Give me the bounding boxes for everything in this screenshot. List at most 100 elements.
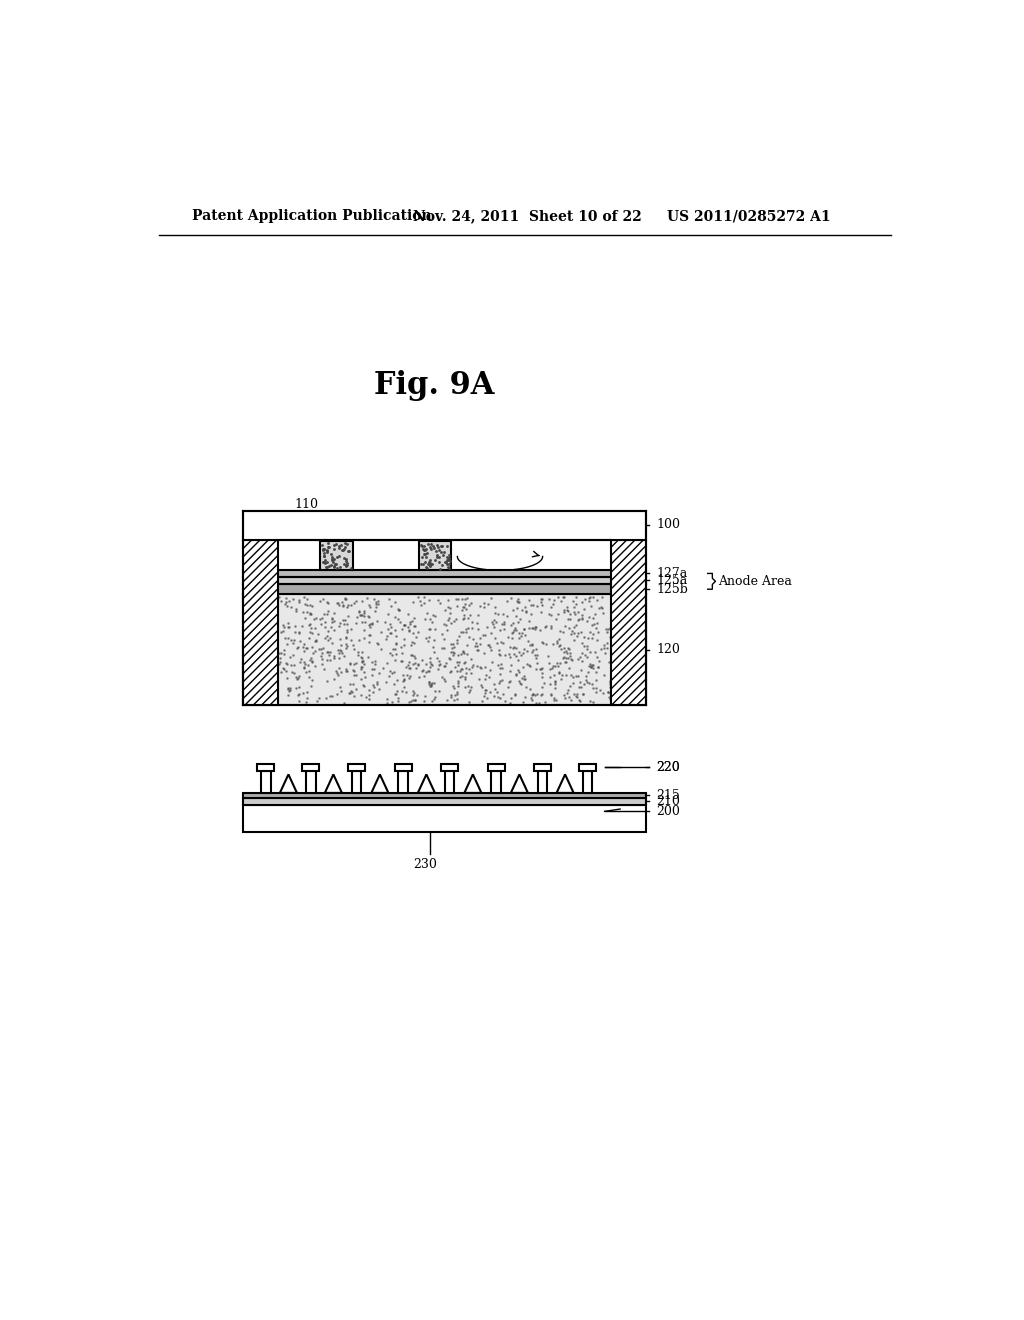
- Point: [446, 656, 463, 677]
- Point: [458, 599, 474, 620]
- Point: [613, 661, 630, 682]
- Point: [572, 690, 589, 711]
- Point: [252, 594, 268, 615]
- Point: [352, 656, 369, 677]
- Point: [630, 677, 646, 698]
- Point: [291, 690, 307, 711]
- Point: [338, 638, 354, 659]
- Point: [387, 591, 403, 612]
- Point: [413, 553, 429, 574]
- Point: [415, 660, 431, 681]
- Point: [519, 642, 536, 663]
- Point: [299, 638, 315, 659]
- Point: [289, 668, 305, 689]
- Point: [379, 653, 395, 675]
- Point: [633, 593, 649, 614]
- Point: [254, 663, 270, 684]
- Point: [288, 598, 304, 619]
- Point: [607, 640, 624, 661]
- Point: [417, 686, 433, 708]
- Point: [290, 636, 306, 657]
- Point: [509, 660, 525, 681]
- Point: [340, 594, 356, 615]
- Bar: [243, 570, 646, 577]
- Point: [574, 684, 591, 705]
- Point: [437, 656, 454, 677]
- Point: [401, 657, 418, 678]
- Point: [609, 668, 626, 689]
- Point: [602, 672, 618, 693]
- Point: [421, 552, 437, 573]
- Point: [243, 620, 259, 642]
- Point: [321, 556, 337, 577]
- Point: [511, 661, 527, 682]
- Point: [455, 642, 471, 663]
- Point: [524, 684, 541, 705]
- Point: [450, 660, 466, 681]
- Point: [509, 598, 525, 619]
- Point: [514, 599, 530, 620]
- Point: [434, 667, 451, 688]
- Point: [283, 597, 299, 618]
- Point: [370, 634, 386, 655]
- Point: [370, 610, 386, 631]
- Point: [508, 619, 524, 640]
- Point: [611, 587, 628, 609]
- Point: [474, 690, 490, 711]
- Point: [403, 644, 420, 665]
- Point: [577, 645, 593, 667]
- Point: [575, 599, 592, 620]
- Point: [535, 684, 551, 705]
- Point: [254, 591, 270, 612]
- Point: [336, 692, 352, 713]
- Point: [452, 651, 468, 672]
- Point: [360, 632, 377, 653]
- Point: [258, 630, 274, 651]
- Point: [286, 630, 302, 651]
- Point: [604, 587, 621, 609]
- Point: [341, 540, 357, 561]
- Point: [588, 618, 604, 639]
- Point: [588, 677, 604, 698]
- Point: [379, 689, 395, 710]
- Point: [336, 645, 352, 667]
- Point: [501, 672, 517, 693]
- Point: [440, 554, 457, 576]
- Point: [339, 614, 355, 635]
- Point: [481, 636, 498, 657]
- Point: [276, 640, 293, 661]
- Bar: [257, 763, 274, 771]
- Point: [632, 630, 648, 651]
- Point: [486, 610, 503, 631]
- Point: [272, 590, 289, 611]
- Point: [588, 661, 604, 682]
- Point: [632, 678, 648, 700]
- Point: [593, 638, 609, 659]
- Point: [422, 651, 438, 672]
- Point: [524, 690, 541, 711]
- Point: [326, 539, 342, 560]
- Point: [369, 632, 385, 653]
- Point: [584, 595, 600, 616]
- Point: [421, 673, 437, 694]
- Point: [401, 651, 418, 672]
- Point: [262, 623, 279, 644]
- Point: [631, 647, 647, 668]
- Point: [369, 671, 385, 692]
- Point: [503, 655, 519, 676]
- Point: [306, 630, 323, 651]
- Point: [517, 677, 534, 698]
- Point: [471, 627, 487, 648]
- Point: [444, 634, 461, 655]
- Point: [469, 612, 485, 634]
- Point: [558, 648, 574, 669]
- Point: [423, 676, 439, 697]
- Point: [400, 619, 417, 640]
- Point: [526, 684, 543, 705]
- Point: [266, 614, 283, 635]
- Point: [289, 638, 305, 659]
- Point: [350, 644, 367, 665]
- Point: [602, 677, 618, 698]
- Point: [454, 599, 470, 620]
- Point: [543, 605, 559, 626]
